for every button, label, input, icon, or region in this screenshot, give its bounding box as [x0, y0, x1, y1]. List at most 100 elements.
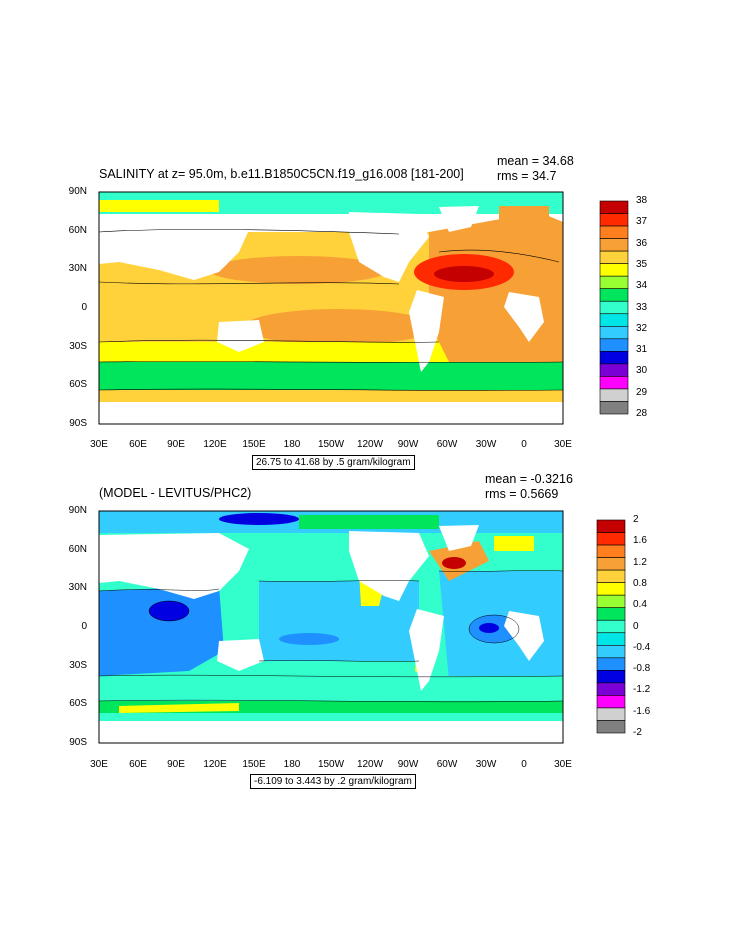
- lon-label: 120E: [203, 439, 227, 450]
- lat-label: 90N: [68, 505, 87, 516]
- colorbar-swatch: [596, 594, 626, 609]
- difference-colorbar: [596, 519, 626, 734]
- colorbar-label: -1.2: [633, 684, 651, 696]
- land-australia: [217, 639, 264, 671]
- colorbar-swatch: [596, 582, 626, 596]
- colorbar-label: 34: [636, 280, 648, 292]
- colorbar-swatch: [599, 300, 629, 315]
- colorbar-label: 37: [636, 216, 648, 228]
- lon-label: 30W: [475, 439, 497, 450]
- lat-label: 0: [81, 621, 87, 632]
- colorbar-swatch: [596, 557, 626, 571]
- atlantic-core: [434, 266, 494, 282]
- lat-label: 30S: [69, 660, 87, 671]
- colorbar-swatch: [596, 544, 626, 558]
- colorbar-label: 30: [636, 365, 648, 377]
- arctic-orange: [499, 206, 549, 220]
- land-africa: [504, 292, 544, 342]
- colorbar-swatch: [596, 619, 626, 634]
- salinity-map: [98, 191, 564, 425]
- map-frame: [98, 510, 564, 744]
- land-north-america: [349, 212, 429, 282]
- colorbar-swatch: [599, 376, 629, 390]
- lat-label: 30N: [68, 582, 87, 593]
- lon-label: 150E: [242, 439, 266, 450]
- colorbar-swatch: [599, 338, 629, 352]
- lat-label: 0: [81, 302, 87, 313]
- colorbar-swatch: [596, 569, 626, 583]
- southern-yellow: [119, 703, 239, 713]
- lat-label: 90S: [69, 418, 87, 429]
- lon-label: 30E: [554, 759, 572, 770]
- colorbar-swatch: [599, 401, 629, 415]
- lon-label: 120W: [356, 759, 384, 770]
- contour-caption: 26.75 to 41.68 by .5 gram/kilogram: [252, 455, 415, 470]
- colorbar-label: 0: [633, 620, 639, 632]
- rms-stat: rms = 34.7: [497, 169, 557, 183]
- colorbar-swatch: [599, 363, 629, 377]
- lat-label: 90N: [68, 186, 87, 197]
- arctic-yellow: [99, 200, 219, 212]
- colorbar-label: 28: [636, 408, 648, 419]
- map-frame: [98, 191, 564, 425]
- colorbar-label: 1.6: [633, 535, 647, 547]
- colorbar-swatch: [596, 707, 626, 721]
- land-africa: [504, 611, 544, 661]
- lat-label: 30S: [69, 341, 87, 352]
- salinity-colorbar: [599, 200, 629, 415]
- land-north-america: [349, 531, 429, 601]
- colorbar-swatch: [599, 213, 629, 227]
- lat-label: 30N: [68, 263, 87, 274]
- lon-label: 30E: [554, 439, 572, 450]
- colorbar-label: 31: [636, 344, 648, 356]
- lat-label: 60S: [69, 379, 87, 390]
- lat-label: 60S: [69, 698, 87, 709]
- lon-label: 60W: [436, 439, 458, 450]
- difference-map: [98, 510, 564, 744]
- land-south-america: [409, 290, 444, 372]
- land-south-america: [409, 609, 444, 691]
- colorbar-swatch: [596, 644, 626, 659]
- lon-label: 90E: [167, 759, 185, 770]
- colorbar-swatch: [596, 632, 626, 646]
- land-antarctica: [99, 402, 563, 424]
- north-atlantic-yellow: [494, 536, 534, 551]
- colorbar-swatch: [599, 238, 629, 252]
- colorbar-label: -0.8: [633, 663, 651, 675]
- colorbar-label: -0.4: [633, 641, 651, 653]
- lon-label: 150E: [242, 759, 266, 770]
- colorbar-label: 32: [636, 322, 648, 334]
- colorbar-label: 0.8: [633, 577, 647, 589]
- contour-lines: [98, 570, 564, 703]
- lon-label: 180: [283, 759, 301, 770]
- colorbar-label: -2: [633, 727, 642, 738]
- colorbar-swatch: [596, 657, 626, 671]
- lon-label: 120W: [356, 439, 384, 450]
- colorbar-label: 1.2: [633, 556, 647, 568]
- mean-stat: mean = -0.3216: [485, 472, 573, 486]
- lon-label: 90W: [397, 759, 419, 770]
- lon-label: 60W: [436, 759, 458, 770]
- colorbar-swatch: [596, 532, 626, 546]
- north-pacific-high: [209, 256, 389, 284]
- colorbar-swatch: [599, 288, 629, 302]
- panel-title: SALINITY at z= 95.0m, b.e11.B1850C5CN.f1…: [99, 167, 464, 181]
- lon-label: 30E: [90, 439, 108, 450]
- gulfstream-core: [442, 557, 466, 569]
- land-greenland: [439, 206, 479, 232]
- colorbar-label: -1.6: [633, 705, 651, 717]
- colorbar-swatch: [596, 670, 626, 684]
- contour-lines: [98, 229, 564, 391]
- colorbar-swatch: [599, 250, 629, 264]
- land-asia: [99, 533, 249, 599]
- southern-ocean-band: [99, 362, 563, 390]
- colorbar-swatch: [599, 263, 629, 277]
- arctic-low: [219, 513, 299, 525]
- colorbar-swatch: [599, 325, 629, 340]
- land-australia: [217, 320, 264, 352]
- colorbar-label: 33: [636, 301, 648, 313]
- colorbar-swatch: [599, 275, 629, 290]
- contour-caption: -6.109 to 3.443 by .2 gram/kilogram: [250, 774, 416, 789]
- lon-label: 120E: [203, 759, 227, 770]
- colorbar-label: 36: [636, 237, 648, 249]
